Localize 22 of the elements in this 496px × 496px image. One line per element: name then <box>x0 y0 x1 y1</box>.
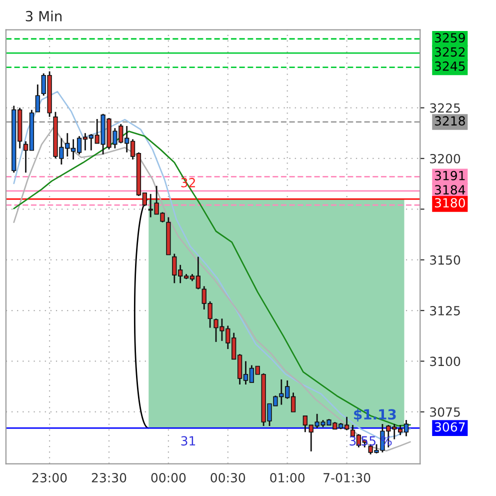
ref-line-label: 3184 <box>434 185 466 195</box>
ref-line-label: 3259 <box>434 33 465 43</box>
y-tick-label: 3100 <box>430 356 460 366</box>
chart-title: 3 Min <box>26 10 62 22</box>
y-tick-label: 3200 <box>430 154 460 164</box>
x-tick-label: 23:00 <box>32 473 67 482</box>
ref-line-label: 3191 <box>434 170 465 180</box>
x-tick-label: 01:00 <box>270 473 305 482</box>
x-tick-label: 00:30 <box>210 473 246 482</box>
y-tick-label: 3150 <box>430 255 460 265</box>
x-tick-label: 23:30 <box>92 473 126 482</box>
y-tick-label: 3075 <box>430 407 460 417</box>
ref-line-label: 3180 <box>434 198 465 208</box>
ref-line-label: 3067 <box>434 422 465 432</box>
ref-line-label: 3252 <box>434 47 465 57</box>
annotation: 31 <box>181 436 196 446</box>
ref-line-label: 3245 <box>434 61 465 71</box>
x-tick-label: 7-01:30 <box>324 473 370 482</box>
x-tick-label: 00:00 <box>151 473 186 482</box>
y-tick-label: 3125 <box>430 306 460 316</box>
ref-line-label: 3218 <box>434 116 465 126</box>
y-tick-label: 3225 <box>430 103 460 113</box>
